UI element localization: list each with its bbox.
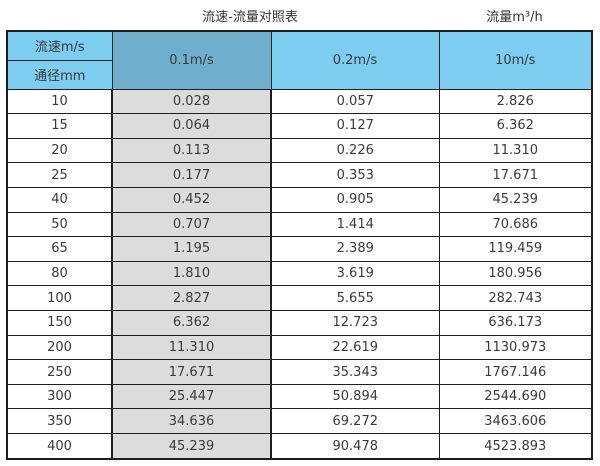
table-row: 200 11.310 22.619 1130.973 — [6, 334, 593, 361]
corner-diameter-label: 通径mm — [6, 59, 113, 90]
flow-cell-10ms: 70.686 — [438, 211, 593, 238]
diameter-cell: 200 — [6, 334, 113, 361]
table-row: 15 0.064 0.127 6.362 — [6, 113, 593, 139]
flow-cell-0.1ms: 2.827 — [111, 285, 272, 311]
flow-cell-10ms: 2.826 — [438, 88, 593, 115]
flow-cell-10ms: 11.310 — [438, 137, 593, 164]
flow-cell-0.2ms: 12.723 — [270, 309, 440, 336]
table-header: 流速m/s 0.1m/s 0.2m/s 10m/s 通径mm — [6, 30, 593, 90]
table-title: 流速-流量对照表 — [202, 10, 298, 25]
flow-cell-10ms: 1130.973 — [438, 334, 593, 361]
flow-cell-0.1ms: 1.810 — [111, 260, 272, 287]
table-row: 65 1.195 2.389 119.459 — [6, 236, 593, 262]
flow-cell-10ms: 3463.606 — [438, 408, 593, 435]
diameter-cell: 150 — [6, 309, 113, 336]
table-row: 50 0.707 1.414 70.686 — [6, 211, 593, 238]
flow-cell-10ms: 45.239 — [438, 186, 593, 213]
flow-cell-10ms: 4523.893 — [438, 433, 593, 460]
flow-cell-10ms: 119.459 — [438, 236, 593, 262]
flow-cell-0.1ms: 0.177 — [111, 162, 272, 188]
diameter-cell: 350 — [6, 408, 113, 435]
diameter-cell: 50 — [6, 211, 113, 238]
corner-velocity-label: 流速m/s — [6, 30, 113, 61]
diameter-cell: 300 — [6, 383, 113, 410]
diameter-cell: 100 — [6, 285, 113, 311]
table-row: 80 1.810 3.619 180.956 — [6, 260, 593, 287]
flow-conversion-table: 流速m/s 0.1m/s 0.2m/s 10m/s 通径mm 10 0.028 … — [6, 30, 593, 460]
flow-cell-0.2ms: 1.414 — [270, 211, 440, 238]
table-row: 400 45.239 90.478 4523.893 — [6, 433, 593, 460]
flow-cell-10ms: 17.671 — [438, 162, 593, 188]
diameter-cell: 400 — [6, 433, 113, 460]
header-row-top: 流速m/s 0.1m/s 0.2m/s 10m/s — [6, 30, 593, 90]
flow-cell-0.2ms: 0.905 — [270, 186, 440, 213]
diameter-cell: 20 — [6, 137, 113, 164]
diameter-cell: 40 — [6, 186, 113, 213]
flow-cell-0.2ms: 5.655 — [270, 285, 440, 311]
table-row: 300 25.447 50.894 2544.690 — [6, 383, 593, 410]
flow-cell-0.1ms: 0.452 — [111, 186, 272, 213]
flow-cell-0.1ms: 0.113 — [111, 137, 272, 164]
flow-cell-0.2ms: 50.894 — [270, 383, 440, 410]
table-row: 40 0.452 0.905 45.239 — [6, 186, 593, 213]
diameter-cell: 65 — [6, 236, 113, 262]
table-row: 250 17.671 35.343 1767.146 — [6, 359, 593, 385]
column-header-0.1ms: 0.1m/s — [111, 30, 272, 90]
diameter-cell: 15 — [6, 113, 113, 139]
flow-cell-0.2ms: 69.272 — [270, 408, 440, 435]
table-body: 10 0.028 0.057 2.826 15 0.064 0.127 6.36… — [6, 88, 593, 460]
flow-cell-0.1ms: 45.239 — [111, 433, 272, 460]
flow-cell-0.2ms: 0.226 — [270, 137, 440, 164]
flow-cell-10ms: 180.956 — [438, 260, 593, 287]
flow-cell-0.1ms: 11.310 — [111, 334, 272, 361]
flow-cell-0.2ms: 0.057 — [270, 88, 440, 115]
flow-cell-0.1ms: 0.707 — [111, 211, 272, 238]
title-bar: 流速-流量对照表 流量m³/h — [0, 0, 600, 30]
table-row: 100 2.827 5.655 282.743 — [6, 285, 593, 311]
table-row: 10 0.028 0.057 2.826 — [6, 88, 593, 115]
table-row: 25 0.177 0.353 17.671 — [6, 162, 593, 188]
diameter-cell: 250 — [6, 359, 113, 385]
flow-cell-10ms: 6.362 — [438, 113, 593, 139]
flow-cell-0.1ms: 0.028 — [111, 88, 272, 115]
column-header-10ms: 10m/s — [438, 30, 593, 90]
flow-cell-0.2ms: 0.127 — [270, 113, 440, 139]
flow-cell-0.2ms: 35.343 — [270, 359, 440, 385]
diameter-cell: 10 — [6, 88, 113, 115]
flow-cell-10ms: 1767.146 — [438, 359, 593, 385]
flow-cell-0.1ms: 17.671 — [111, 359, 272, 385]
header-row-bottom: 通径mm — [6, 59, 592, 90]
flow-cell-10ms: 282.743 — [438, 285, 593, 311]
flow-cell-10ms: 636.173 — [438, 309, 593, 336]
table-row: 20 0.113 0.226 11.310 — [6, 137, 593, 164]
flow-cell-0.2ms: 22.619 — [270, 334, 440, 361]
flow-cell-0.2ms: 3.619 — [270, 260, 440, 287]
flow-cell-0.2ms: 90.478 — [270, 433, 440, 460]
diameter-cell: 80 — [6, 260, 113, 287]
table-row: 150 6.362 12.723 636.173 — [6, 309, 593, 336]
flow-unit-label: 流量m³/h — [486, 10, 543, 25]
flow-cell-10ms: 2544.690 — [438, 383, 593, 410]
flow-cell-0.2ms: 0.353 — [270, 162, 440, 188]
flow-cell-0.1ms: 25.447 — [111, 383, 272, 410]
flow-cell-0.2ms: 2.389 — [270, 236, 440, 262]
flow-cell-0.1ms: 6.362 — [111, 309, 272, 336]
diameter-cell: 25 — [6, 162, 113, 188]
flow-cell-0.1ms: 0.064 — [111, 113, 272, 139]
flow-cell-0.1ms: 34.636 — [111, 408, 272, 435]
column-header-0.2ms: 0.2m/s — [270, 30, 440, 90]
flow-cell-0.1ms: 1.195 — [111, 236, 272, 262]
table-row: 350 34.636 69.272 3463.606 — [6, 408, 593, 435]
